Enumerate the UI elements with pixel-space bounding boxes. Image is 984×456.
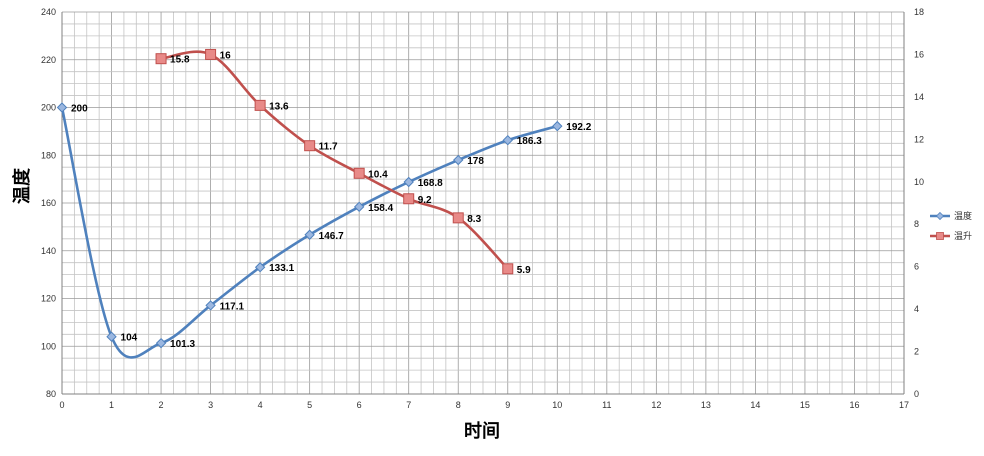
y-tick-label: 180 — [41, 150, 56, 160]
y2-tick-label: 0 — [914, 389, 919, 399]
data-labels: 200 104 101.3 117.1 133.1 146.7 158.4 168.8 178 1… — [71, 50, 592, 350]
x-tick-label: 6 — [357, 400, 362, 410]
series-point-diamond — [502, 135, 513, 146]
data-label: 186.3 — [517, 136, 542, 147]
data-label: 192.2 — [566, 122, 591, 133]
y-tick-label: 80 — [46, 389, 56, 399]
x-tick-label: 8 — [456, 400, 461, 410]
series-point-diamond — [353, 201, 365, 213]
y2-tick-label: 2 — [914, 347, 919, 357]
data-label: 104 — [121, 333, 138, 344]
x-tick-labels: 0 1 2 3 4 5 6 7 8 9 10 11 12 13 14 15 16 17 — [59, 400, 909, 410]
data-label: 168.8 — [418, 178, 443, 189]
grid-lines — [61, 11, 905, 395]
series-group — [56, 48, 563, 359]
x-tick-label: 4 — [258, 400, 263, 410]
y2-tick-label: 10 — [914, 177, 924, 187]
legend-label: 温度 — [954, 210, 972, 221]
data-label: 178 — [467, 156, 484, 167]
series-point-square — [403, 193, 415, 205]
series-point-diamond — [56, 102, 68, 113]
data-label: 11.7 — [319, 142, 338, 153]
data-label: 10.4 — [368, 169, 388, 180]
series-point-square — [452, 212, 464, 224]
y2-tick-label: 6 — [914, 262, 919, 272]
data-label: 117.1 — [220, 301, 245, 312]
series-point-square — [205, 48, 217, 60]
series-point-diamond — [453, 154, 464, 166]
series-point-square — [254, 99, 266, 111]
x-axis-title: 时间 — [464, 421, 500, 442]
data-label: 5.9 — [517, 265, 531, 276]
data-label: 13.6 — [269, 101, 289, 112]
y2-tick-label: 16 — [914, 49, 924, 59]
y-tick-label: 220 — [41, 55, 56, 65]
legend-marker-square — [936, 232, 944, 240]
legend-label: 温升 — [954, 231, 972, 241]
x-tick-label: 13 — [701, 400, 711, 410]
x-tick-label: 2 — [159, 400, 164, 410]
x-tick-label: 1 — [109, 400, 114, 410]
y-tick-labels: 80 100 120 140 160 180 200 220 240 — [41, 7, 56, 399]
data-label: 8.3 — [467, 214, 481, 225]
data-label: 158.4 — [368, 203, 393, 214]
x-tick-label: 11 — [602, 400, 611, 410]
x-tick-label: 14 — [750, 400, 760, 410]
series-point-square — [155, 53, 167, 65]
y-tick-label: 140 — [41, 246, 56, 256]
y-tick-label: 120 — [41, 294, 56, 304]
y-tick-label: 160 — [41, 198, 56, 208]
data-label: 146.7 — [319, 231, 344, 242]
series-point-square — [353, 167, 365, 179]
x-tick-label: 5 — [307, 400, 312, 410]
legend-marker-diamond — [935, 211, 945, 221]
series-point-diamond — [106, 331, 117, 342]
x-tick-label: 17 — [899, 400, 909, 410]
series-point-square — [502, 263, 514, 275]
series-point-diamond — [205, 300, 216, 311]
data-label: 9.2 — [418, 195, 432, 206]
series-point-square — [304, 140, 316, 152]
series-point-diamond — [552, 120, 563, 132]
y-axis-title: 温度 — [11, 167, 33, 204]
x-tick-label: 15 — [800, 400, 810, 410]
data-label: 133.1 — [269, 263, 294, 274]
y2-tick-label: 8 — [914, 219, 919, 229]
x-tick-label: 0 — [59, 400, 64, 410]
y2-tick-label: 12 — [914, 134, 924, 144]
x-tick-label: 16 — [849, 400, 859, 410]
x-tick-label: 7 — [406, 400, 411, 410]
axes — [61, 12, 905, 395]
series-point-diamond — [155, 337, 167, 349]
x-tick-label: 10 — [552, 400, 562, 410]
y2-tick-label: 18 — [914, 7, 924, 17]
y2-tick-labels: 0 2 4 6 8 10 12 14 16 18 — [914, 7, 924, 399]
y2-tick-label: 4 — [914, 304, 919, 314]
x-tick-label: 12 — [651, 400, 661, 410]
x-tick-label: 9 — [505, 400, 510, 410]
x-tick-label: 3 — [208, 400, 213, 410]
y-tick-label: 240 — [41, 7, 56, 17]
data-label: 101.3 — [170, 339, 195, 350]
y-tick-label: 200 — [41, 103, 56, 113]
data-label: 15.8 — [170, 55, 190, 66]
data-label: 16 — [220, 50, 232, 61]
data-label: 200 — [71, 104, 88, 115]
series-point-diamond — [254, 262, 266, 273]
y-tick-label: 100 — [41, 341, 56, 351]
y2-tick-label: 14 — [914, 92, 924, 102]
series-point-diamond — [403, 176, 414, 188]
series-point-diamond — [304, 229, 315, 240]
